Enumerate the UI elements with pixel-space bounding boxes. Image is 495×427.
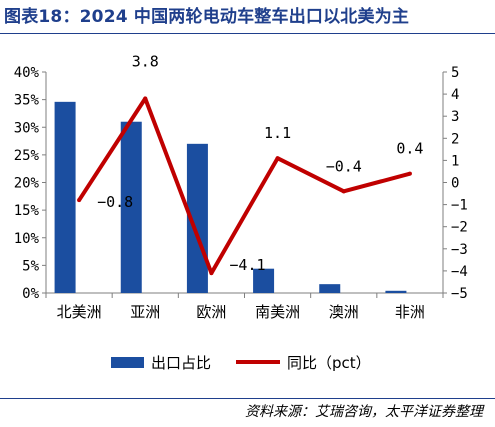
right-axis-tick-label: −2 xyxy=(451,220,468,236)
right-axis-tick-label: 0 xyxy=(451,176,459,192)
left-axis-tick-label: 10% xyxy=(14,231,40,247)
title-divider xyxy=(0,33,495,34)
source-divider xyxy=(0,398,495,399)
x-axis-tick-label: 北美洲 xyxy=(57,303,102,321)
x-axis-tick-label: 亚洲 xyxy=(130,303,160,321)
left-axis-tick-label: 5% xyxy=(22,258,39,274)
left-axis-tick-label: 20% xyxy=(14,176,40,192)
bar xyxy=(54,101,76,294)
right-axis-tick-label: 2 xyxy=(451,131,459,147)
data-label: −0.4 xyxy=(326,157,362,175)
data-label: −4.1 xyxy=(229,256,265,274)
left-axis-tick-label: 15% xyxy=(14,203,40,219)
line-point xyxy=(341,189,346,194)
bar xyxy=(186,143,208,293)
bar-series xyxy=(54,101,407,294)
data-label: 0.4 xyxy=(396,140,423,158)
line-point xyxy=(407,171,412,176)
chart-title: 图表18：2024 中国两轮电动车整车出口以北美为主 xyxy=(4,7,410,27)
right-axis-tick-label: −1 xyxy=(451,198,468,214)
legend-bar-label: 出口占比 xyxy=(151,354,211,372)
right-axis-tick-label: −3 xyxy=(451,242,468,258)
x-axis-tick-label: 欧洲 xyxy=(196,303,226,321)
line-point xyxy=(275,156,280,161)
right-axis-tick-label: −4 xyxy=(451,264,468,280)
line-point xyxy=(77,198,82,203)
legend-line-label: 同比（pct） xyxy=(287,354,371,372)
axes: 0% 5% 10% 15% 20% 25% 30% 35% 40% −5 −4 −3 −2 −1 0 1 2 3 4… xyxy=(14,65,468,321)
bar xyxy=(319,284,341,293)
legend: 出口占比 同比（pct） xyxy=(111,354,371,372)
line-point xyxy=(143,96,148,101)
left-axis-tick-label: 0% xyxy=(22,286,39,302)
right-axis-tick-label: 1 xyxy=(451,153,459,169)
right-axis-tick-label: 3 xyxy=(451,109,459,125)
data-label: 3.8 xyxy=(132,53,159,71)
data-label: −0.8 xyxy=(97,193,133,211)
left-axis-tick-label: 30% xyxy=(14,120,40,136)
right-axis-tick-label: −5 xyxy=(451,286,468,302)
left-axis-tick-label: 40% xyxy=(14,65,40,81)
source-note: 资料来源：艾瑞咨询，太平洋证券整理 xyxy=(245,404,483,420)
left-axis-tick-label: 25% xyxy=(14,148,40,164)
left-axis-tick-label: 35% xyxy=(14,93,40,109)
line-series: −0.8 3.8 −4.1 1.1 −0.4 0.4 xyxy=(77,53,423,276)
right-axis-tick-label: 4 xyxy=(451,87,459,103)
legend-bar-swatch xyxy=(111,357,144,368)
bar xyxy=(385,290,407,293)
bar xyxy=(253,268,275,293)
data-label: 1.1 xyxy=(264,124,291,142)
bar xyxy=(120,121,142,293)
line-path xyxy=(77,96,411,276)
line-point xyxy=(209,271,214,276)
x-axis-tick-label: 非洲 xyxy=(395,303,425,321)
x-axis-tick-label: 南美洲 xyxy=(255,303,300,321)
right-axis-tick-label: 5 xyxy=(451,65,459,81)
x-axis-tick-label: 澳洲 xyxy=(329,303,359,321)
